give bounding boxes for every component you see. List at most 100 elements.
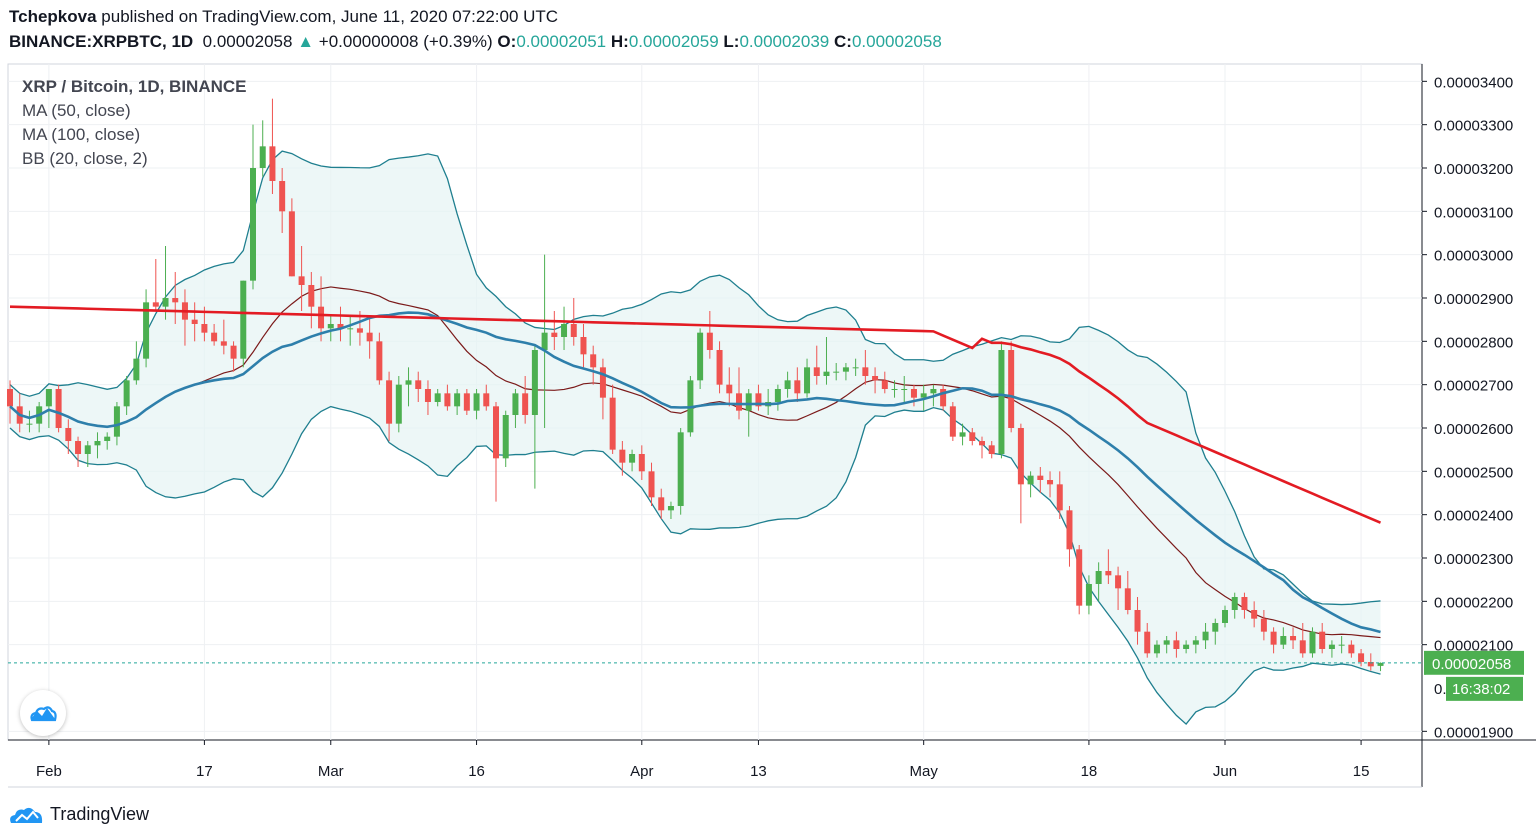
candle-down [75,441,82,454]
candle-down [298,276,305,285]
tradingview-cloud-icon [10,807,43,823]
candle-down [230,345,237,359]
candle-up [473,393,480,411]
candle-down [580,337,587,355]
candle-up [250,168,256,281]
y-tick-label: 0.00002700 [1434,378,1513,395]
y-tick-label: 0.00002500 [1434,464,1513,481]
candle-up [1095,571,1102,584]
open-value: 0.00002051 [516,32,607,51]
countdown-tag [1446,676,1523,701]
candle-down [1348,644,1355,654]
close-label: C: [834,32,852,51]
candle-down [483,393,490,407]
candle-down [872,376,879,381]
candle-up [531,350,538,415]
candle-up [629,454,636,463]
candle-down [1367,662,1374,667]
ma50-line [9,311,1381,634]
brand-name: TradingView [50,803,150,824]
candle-down [172,298,179,303]
candle-down [1076,549,1083,606]
bollinger-lower [9,405,1381,725]
candle-up [998,350,1005,454]
candle-down [590,354,597,368]
footer-brand[interactable]: TradingView [8,803,149,825]
candle-up [94,441,101,446]
candle-down [1037,475,1044,480]
candle-up [561,324,568,337]
candle-down [366,332,373,342]
candle-down [658,497,665,511]
candle-down [1144,631,1151,654]
y-tick-label: 0.00002600 [1434,421,1513,438]
candle-up [1183,644,1190,649]
candle-up [104,436,111,441]
candle-down [220,341,227,346]
x-tick-label: 16 [468,763,485,780]
change-arrow-icon: ▲ [297,32,315,51]
candle-down [1105,571,1112,576]
candle-down [736,393,742,411]
candle-down [940,389,947,407]
candle-up [842,367,849,372]
candle-up [1202,631,1209,641]
candle-down [337,324,344,329]
candle-down [648,471,655,498]
candle-down [1319,631,1326,649]
y-tick-label: 0.00002200 [1434,594,1513,611]
candle-up [852,367,859,369]
candle-down [881,380,888,389]
candle-down [813,367,820,376]
candle-down [755,393,762,407]
legend-bb: BB (20, close, 2) [22,149,148,168]
candle-down [619,449,626,463]
high-value: 0.00002059 [628,32,719,51]
cloud-chart-icon [30,706,57,722]
bollinger-upper [9,150,1381,606]
publish-info: published on TradingView.com, June 11, 2… [101,7,559,26]
candle-up [697,332,704,381]
candle-up [347,328,354,330]
y-tick-label: 0.00002400 [1434,508,1513,525]
candle-down [1251,610,1258,619]
candle-up [133,358,140,381]
candle-down [794,380,801,394]
ohlc-line: BINANCE:XRPBTC, 1D 0.00002058 ▲ +0.00000… [9,32,942,52]
y-tick-label: 0.00003000 [1434,248,1513,265]
y-tick-label: 0.00002100 [1434,638,1513,655]
ma100-line [9,305,1382,524]
x-tick-label: Mar [318,763,344,780]
candle-down [269,146,276,181]
candle-down [1008,350,1015,428]
candle-down [1260,618,1267,632]
candle-up [395,384,402,424]
candle-down [444,393,451,407]
bollinger-fill [10,151,1381,725]
tradingview-logo-button[interactable] [20,690,66,736]
candle-up [1163,640,1170,645]
publish-line: Tchepkova published on TradingView.com, … [9,7,558,27]
candle-down [201,324,208,333]
candle-up [1280,636,1287,645]
candle-down [7,389,13,407]
y-tick-label: 0.00002800 [1434,334,1513,351]
candle-down [152,302,159,307]
candle-up [434,393,441,402]
candle-down [308,285,315,307]
candle-up [240,280,247,359]
candle-down [726,384,733,394]
candle-down [609,397,616,450]
x-tick-label: Jun [1213,763,1237,780]
candle-down [288,211,295,277]
candle-down [1358,653,1365,662]
y-tick-label: 0.00002300 [1434,551,1513,568]
candle-down [570,324,577,337]
candle-down [356,328,363,333]
candle-down [65,428,72,441]
candle-down [638,454,645,472]
candle-down [949,406,956,437]
x-tick-label: 18 [1081,763,1098,780]
candle-up [1153,644,1160,654]
